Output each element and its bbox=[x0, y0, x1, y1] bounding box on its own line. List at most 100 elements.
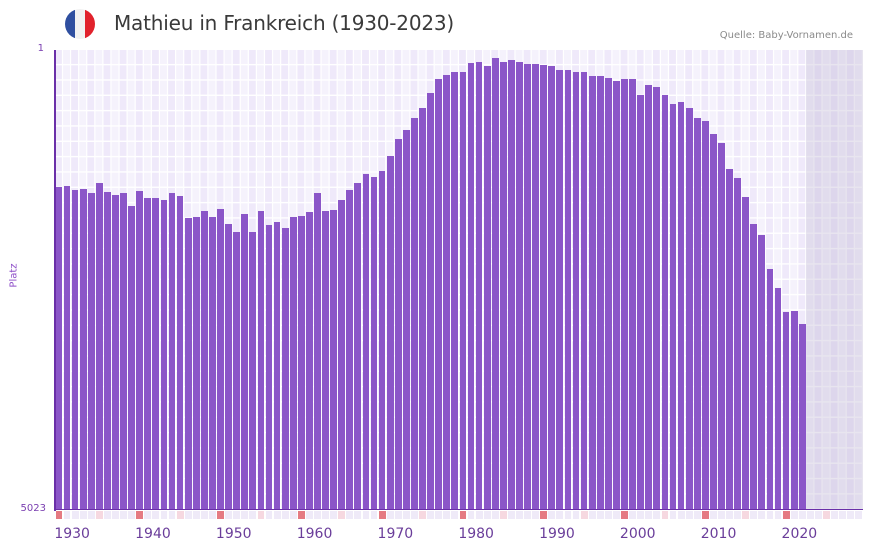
bar-2004[interactable] bbox=[653, 87, 661, 510]
bar-1957[interactable] bbox=[273, 222, 281, 510]
x-tick-1990: 1990 bbox=[539, 526, 575, 542]
year-marker bbox=[855, 511, 863, 519]
bar-1944[interactable] bbox=[168, 192, 176, 510]
bar-1990[interactable] bbox=[540, 65, 548, 510]
bar-2001[interactable] bbox=[629, 79, 636, 510]
bar-1954[interactable] bbox=[249, 232, 257, 510]
bar-2021[interactable] bbox=[790, 311, 798, 510]
bar-1986[interactable] bbox=[507, 59, 515, 510]
bar-1939[interactable] bbox=[128, 206, 135, 510]
bar-1947[interactable] bbox=[192, 217, 200, 510]
bar-1967[interactable] bbox=[354, 183, 362, 510]
source-link[interactable]: Quelle: Baby-Vornamen.de bbox=[719, 30, 853, 41]
bar-1999[interactable] bbox=[613, 81, 620, 510]
bar-2008[interactable] bbox=[685, 107, 693, 510]
bar-1948[interactable] bbox=[200, 210, 208, 510]
bar-2013[interactable] bbox=[726, 169, 733, 510]
bar-2019[interactable] bbox=[774, 288, 782, 510]
bar-2010[interactable] bbox=[701, 120, 709, 510]
bar-1935[interactable] bbox=[95, 183, 103, 510]
bar-1930[interactable] bbox=[55, 187, 63, 510]
bar-1933[interactable] bbox=[79, 188, 87, 510]
bar-1998[interactable] bbox=[604, 78, 612, 510]
bar-1968[interactable] bbox=[362, 173, 370, 510]
bar-1991[interactable] bbox=[548, 65, 556, 510]
bar-1984[interactable] bbox=[491, 58, 499, 510]
bar-1981[interactable] bbox=[467, 62, 475, 510]
bar-1941[interactable] bbox=[144, 197, 152, 510]
bar-1956[interactable] bbox=[265, 225, 273, 510]
bar-2009[interactable] bbox=[693, 117, 701, 510]
bar-1932[interactable] bbox=[71, 190, 79, 510]
bar-2016[interactable] bbox=[750, 224, 758, 510]
x-tick-2010: 2010 bbox=[700, 526, 737, 542]
bar-1989[interactable] bbox=[532, 64, 539, 510]
bar-1983[interactable] bbox=[483, 65, 491, 510]
year-marker bbox=[281, 511, 289, 519]
bar-1945[interactable] bbox=[176, 195, 184, 510]
bar-1980[interactable] bbox=[459, 71, 467, 510]
bar-1961[interactable] bbox=[305, 212, 313, 510]
bar-1995[interactable] bbox=[580, 71, 588, 510]
bar-1950[interactable] bbox=[217, 208, 224, 510]
bar-1943[interactable] bbox=[160, 200, 168, 510]
x-tick-1940: 1940 bbox=[135, 526, 171, 542]
bar-1951[interactable] bbox=[225, 224, 232, 510]
bar-1955[interactable] bbox=[257, 210, 265, 510]
bar-2002[interactable] bbox=[637, 95, 645, 510]
bar-1979[interactable] bbox=[451, 71, 459, 510]
bar-1975[interactable] bbox=[419, 107, 426, 510]
bar-1978[interactable] bbox=[443, 75, 451, 510]
bar-2018[interactable] bbox=[766, 269, 774, 510]
bar-2015[interactable] bbox=[742, 196, 750, 510]
bar-2012[interactable] bbox=[718, 143, 725, 510]
bar-1972[interactable] bbox=[394, 139, 402, 510]
bar-1942[interactable] bbox=[152, 197, 160, 510]
bar-1936[interactable] bbox=[103, 192, 111, 510]
bar-1958[interactable] bbox=[281, 228, 289, 510]
bar-2011[interactable] bbox=[709, 133, 717, 510]
bar-1985[interactable] bbox=[499, 62, 507, 510]
bar-2006[interactable] bbox=[669, 103, 677, 510]
bar-2022[interactable] bbox=[798, 324, 806, 510]
bar-1970[interactable] bbox=[378, 171, 386, 510]
bar-1966[interactable] bbox=[346, 190, 354, 510]
bar-2000[interactable] bbox=[621, 79, 628, 510]
bar-1993[interactable] bbox=[564, 70, 572, 510]
bar-1964[interactable] bbox=[330, 210, 337, 510]
bar-1994[interactable] bbox=[572, 71, 580, 510]
bar-2017[interactable] bbox=[758, 235, 766, 510]
bar-1949[interactable] bbox=[209, 217, 216, 510]
bar-2014[interactable] bbox=[734, 177, 741, 510]
bar-1996[interactable] bbox=[588, 76, 596, 510]
bar-2007[interactable] bbox=[677, 101, 685, 510]
bar-1987[interactable] bbox=[516, 62, 523, 510]
bar-1934[interactable] bbox=[87, 192, 95, 510]
bar-1963[interactable] bbox=[322, 210, 329, 510]
bar-2003[interactable] bbox=[645, 84, 653, 510]
bar-1931[interactable] bbox=[63, 185, 71, 510]
year-marker bbox=[701, 511, 709, 519]
bar-1965[interactable] bbox=[338, 200, 346, 510]
bar-1982[interactable] bbox=[475, 62, 483, 510]
bar-1992[interactable] bbox=[556, 70, 564, 510]
bar-1997[interactable] bbox=[596, 76, 604, 510]
bar-1971[interactable] bbox=[386, 155, 394, 510]
bar-1977[interactable] bbox=[435, 78, 443, 510]
bar-1946[interactable] bbox=[184, 218, 192, 510]
bar-2020[interactable] bbox=[782, 311, 790, 510]
bar-1952[interactable] bbox=[233, 232, 241, 510]
bar-1938[interactable] bbox=[120, 192, 127, 510]
bar-1953[interactable] bbox=[241, 214, 249, 510]
bar-1937[interactable] bbox=[112, 195, 119, 510]
bar-2005[interactable] bbox=[661, 95, 669, 510]
bar-1976[interactable] bbox=[427, 92, 434, 510]
bar-1974[interactable] bbox=[411, 117, 418, 510]
bar-1959[interactable] bbox=[289, 217, 297, 510]
bar-1962[interactable] bbox=[314, 192, 321, 510]
bar-1969[interactable] bbox=[370, 176, 378, 510]
bar-1960[interactable] bbox=[297, 215, 305, 510]
bar-1988[interactable] bbox=[524, 64, 531, 510]
bar-1940[interactable] bbox=[136, 190, 144, 510]
bar-1973[interactable] bbox=[402, 130, 410, 510]
